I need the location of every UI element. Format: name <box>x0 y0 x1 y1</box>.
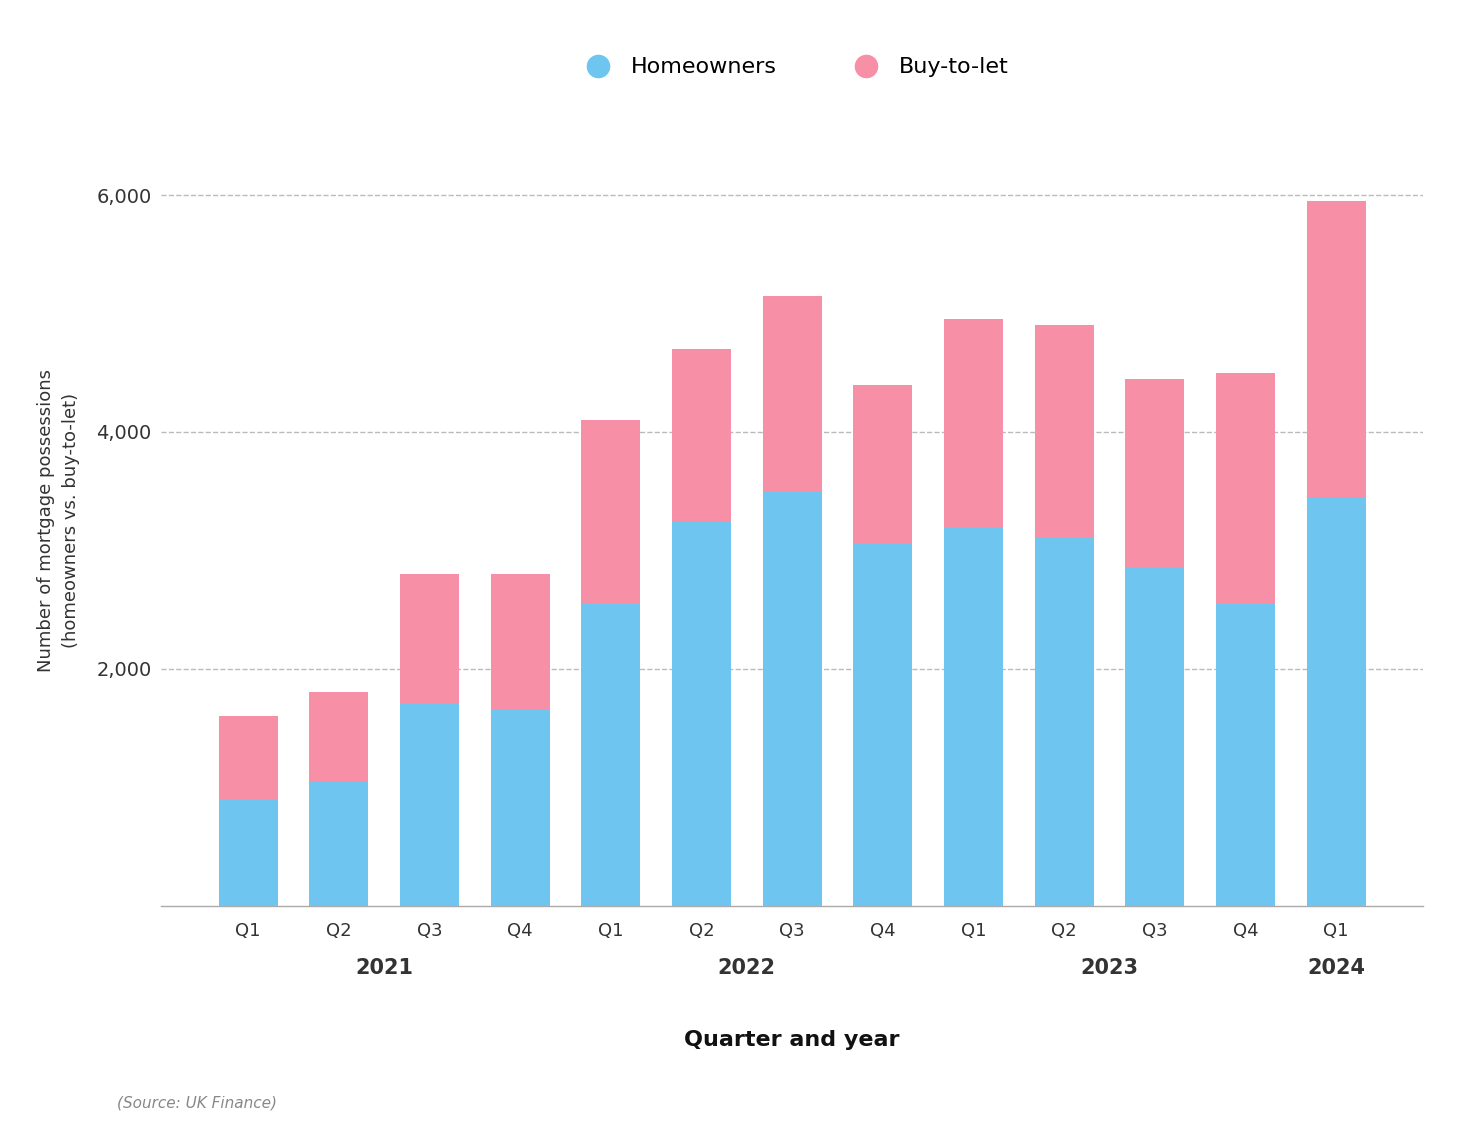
X-axis label: Quarter and year: Quarter and year <box>685 1030 899 1049</box>
Bar <box>1216 372 1275 603</box>
Bar <box>400 704 459 906</box>
Bar <box>219 717 277 799</box>
Y-axis label: Number of mortgage possessions
(homeowners vs. buy-to-let): Number of mortgage possessions (homeowne… <box>37 369 79 672</box>
Bar <box>310 781 368 906</box>
Bar <box>1307 201 1366 497</box>
Text: 2022: 2022 <box>717 959 776 978</box>
Bar <box>581 603 640 906</box>
Bar <box>310 693 368 781</box>
Bar <box>672 521 731 906</box>
Bar <box>1125 378 1184 568</box>
Bar <box>1307 497 1366 906</box>
Bar <box>491 710 550 906</box>
Bar <box>763 295 822 491</box>
Bar <box>854 544 912 906</box>
Bar <box>945 526 1003 906</box>
Text: 2024: 2024 <box>1307 959 1366 978</box>
Bar <box>1216 603 1275 906</box>
Bar <box>400 574 459 704</box>
Bar <box>1125 568 1184 906</box>
Bar <box>1034 325 1093 539</box>
Bar <box>672 349 731 521</box>
Text: 2021: 2021 <box>355 959 414 978</box>
Legend: Homeowners, Buy-to-let: Homeowners, Buy-to-let <box>566 49 1018 86</box>
Bar <box>491 574 550 710</box>
Bar <box>945 319 1003 526</box>
Text: 2023: 2023 <box>1081 959 1138 978</box>
Bar <box>219 799 277 906</box>
Bar <box>763 491 822 906</box>
Bar <box>854 385 912 544</box>
Bar <box>581 420 640 603</box>
Text: (Source: UK Finance): (Source: UK Finance) <box>117 1095 277 1110</box>
Bar <box>1034 539 1093 906</box>
